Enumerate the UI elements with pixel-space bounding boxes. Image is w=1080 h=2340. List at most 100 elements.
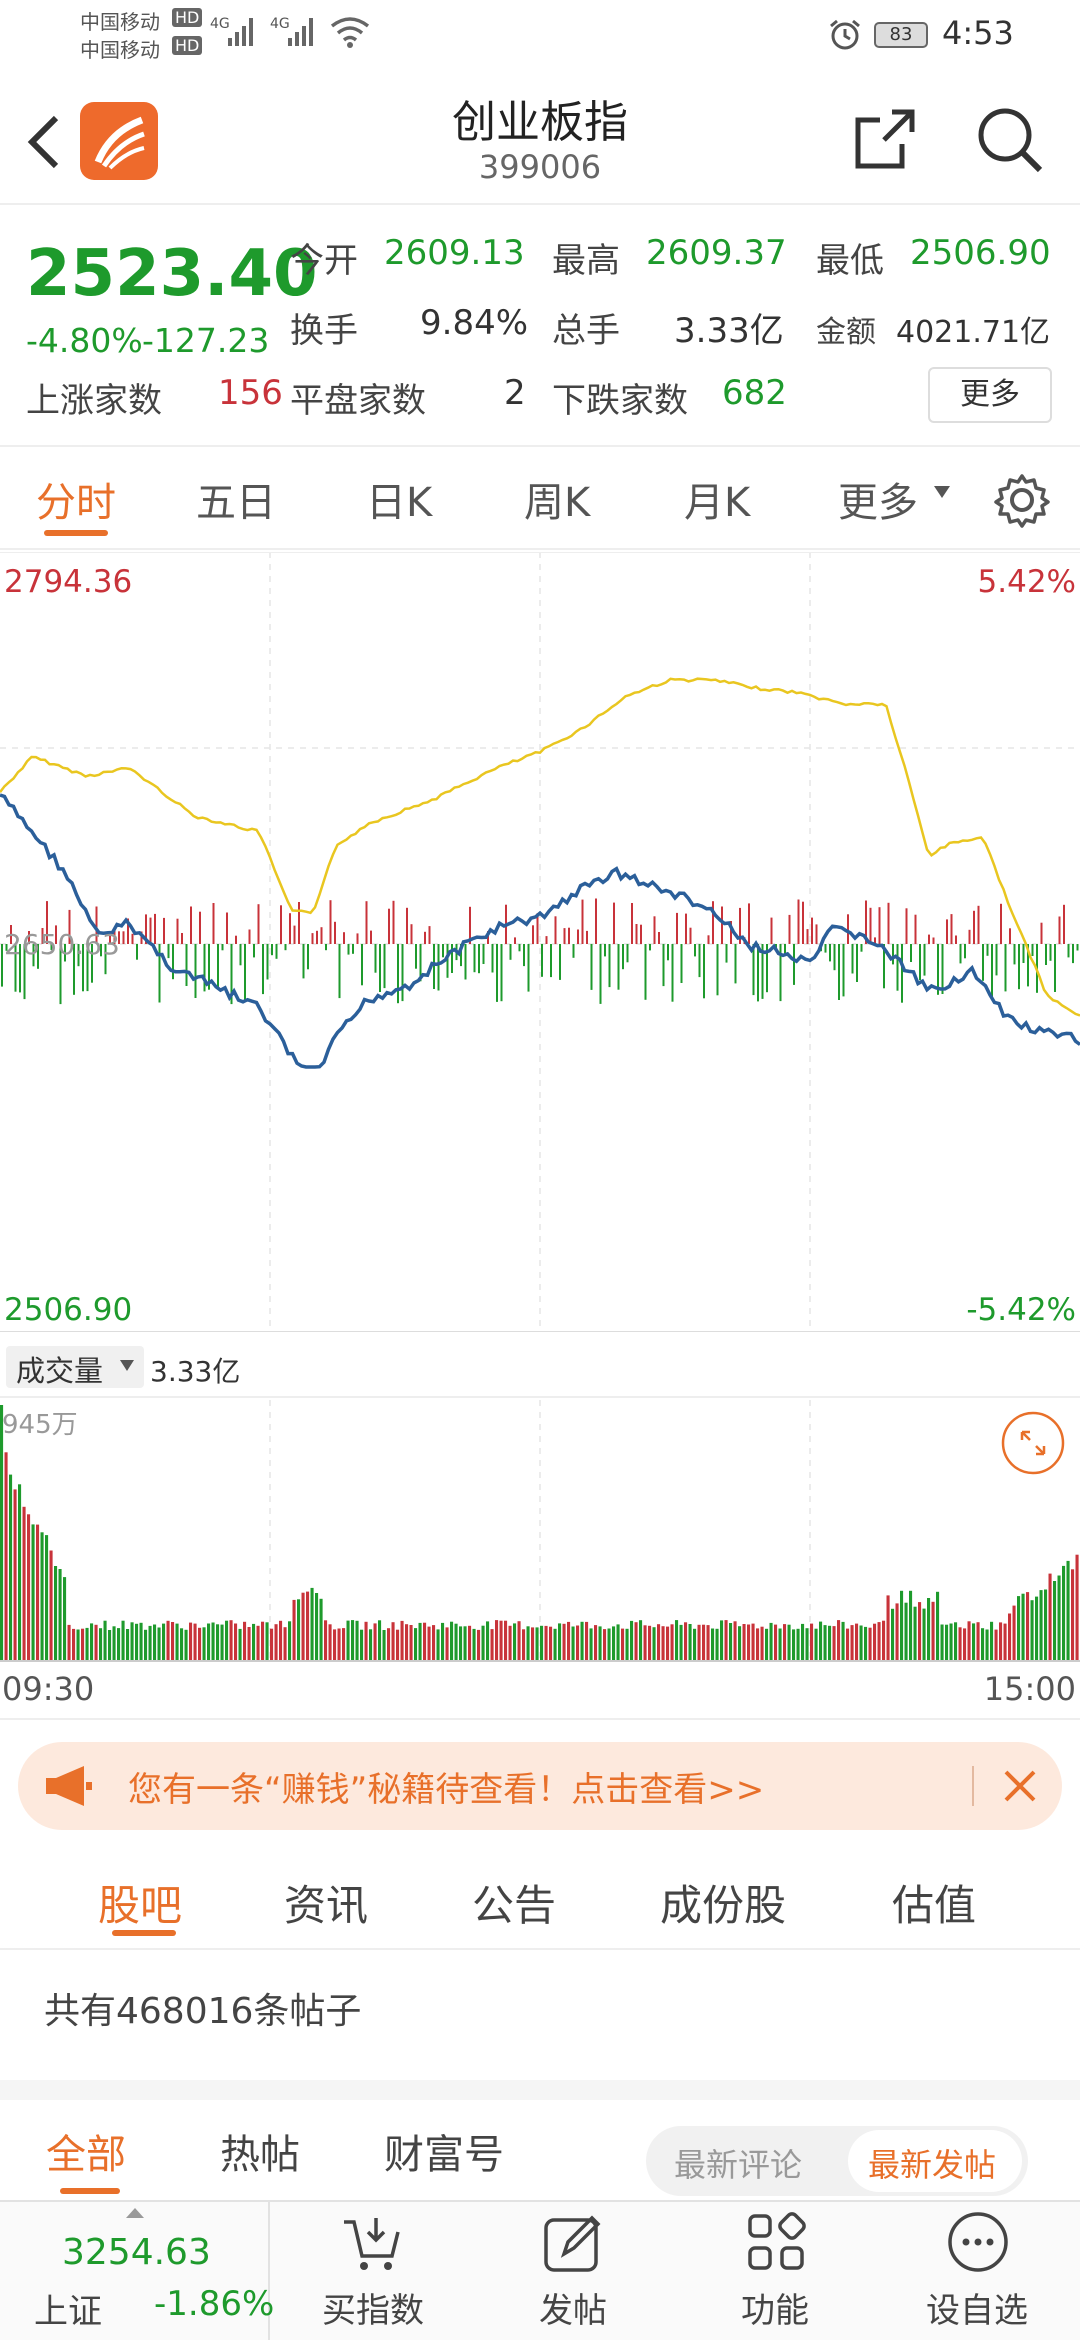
open-label: 今开 — [290, 241, 358, 281]
volume-bar — [85, 1627, 89, 1660]
volume-bar — [283, 1627, 287, 1660]
filter-hot[interactable]: 热帖 — [220, 2132, 300, 2178]
tab-forum[interactable]: 股吧 — [98, 1881, 183, 1930]
filter-fortune[interactable]: 财富号 — [384, 2132, 504, 2178]
expand-icon[interactable] — [1000, 1410, 1066, 1476]
sell-bar — [824, 944, 827, 953]
chart-tabs: 分时 五日 日K 周K 月K 更多 — [0, 450, 1080, 550]
sort-latest-comment[interactable]: 最新评论 — [674, 2146, 803, 2184]
hd-badge-1: HD — [172, 8, 203, 27]
volume-bar — [279, 1620, 283, 1660]
search-icon[interactable] — [974, 104, 1046, 176]
volume-bar — [499, 1620, 503, 1660]
volume-bar — [171, 1622, 175, 1660]
tab-weekly-k[interactable]: 周K — [524, 480, 591, 526]
nav-functions[interactable]: 功能 — [690, 2202, 860, 2340]
volume-total: 3.33亿 — [150, 1355, 241, 1388]
volume-bar — [9, 1474, 13, 1660]
index-ticker[interactable]: 3254.63 上证 -1.86% — [0, 2202, 274, 2340]
volume-bar — [589, 1628, 593, 1660]
intraday-chart[interactable]: 2794.36 2650.63 2506.90 5.42% -5.42% — [0, 552, 1080, 1332]
clock: 4:53 — [942, 14, 1014, 52]
buy-bar — [41, 928, 44, 944]
sort-latest-post[interactable]: 最新发帖 — [868, 2146, 997, 2184]
close-icon[interactable] — [1002, 1768, 1038, 1804]
volume-bar — [1062, 1565, 1066, 1660]
sell-bar — [437, 944, 440, 991]
index-name: 上证 — [34, 2292, 102, 2332]
buy-bar — [406, 907, 408, 944]
volume-bar — [648, 1625, 652, 1660]
volume-bar — [949, 1623, 953, 1660]
y-axis-top: 2794.36 — [4, 564, 133, 600]
tab-intraday[interactable]: 分时 — [36, 480, 116, 526]
promo-banner[interactable]: 您有一条“赚钱”秘籍待查看！点击查看>> — [18, 1742, 1062, 1830]
volume-bar — [504, 1620, 508, 1660]
volume-bar — [369, 1629, 373, 1660]
nav-post[interactable]: 发帖 — [488, 2202, 658, 2340]
volume-bar — [36, 1524, 40, 1660]
nav-buy-index[interactable]: 买指数 — [288, 2202, 458, 2340]
more-button[interactable]: 更多 — [928, 367, 1052, 423]
back-icon[interactable] — [24, 112, 64, 172]
volume-bar — [855, 1623, 859, 1660]
posts-count: 共有468016条帖子 — [44, 1991, 362, 2032]
sell-bar — [856, 944, 858, 982]
volume-bar — [967, 1621, 971, 1660]
up-count-label: 上涨家数 — [26, 381, 162, 421]
volume-bar — [972, 1623, 976, 1660]
tab-valuation[interactable]: 估值 — [892, 1881, 977, 1930]
buy-bar — [815, 924, 818, 944]
volume-bar — [301, 1592, 305, 1660]
sell-bar — [604, 944, 606, 957]
tab-news[interactable]: 资讯 — [284, 1881, 369, 1930]
sell-bar — [496, 944, 498, 1002]
volume-bar — [765, 1628, 769, 1660]
sell-bar — [622, 944, 624, 970]
sell-bar — [892, 944, 894, 965]
filter-all[interactable]: 全部 — [46, 2132, 126, 2178]
sell-bar — [1027, 944, 1029, 987]
buy-bar — [212, 903, 215, 944]
hd-badge-2: HD — [172, 36, 203, 55]
volume-bar — [355, 1620, 359, 1660]
buy-bar — [950, 914, 953, 944]
buy-bar — [581, 899, 584, 944]
volume-bar — [342, 1628, 346, 1660]
volume-bar — [382, 1630, 386, 1660]
nav-watchlist[interactable]: 设自选 — [892, 2202, 1062, 2340]
caret-down-icon — [120, 1360, 134, 1371]
buy-bar — [563, 928, 566, 944]
volume-bar — [1071, 1569, 1075, 1660]
volume-bar — [468, 1625, 472, 1660]
sell-bar — [964, 944, 966, 959]
tab-daily-k[interactable]: 日K — [366, 480, 433, 526]
sell-bar — [698, 944, 701, 978]
buy-bar — [973, 910, 975, 944]
app-logo[interactable] — [80, 102, 158, 180]
intraday-chart-svg — [0, 552, 1080, 1332]
tab-announcements[interactable]: 公告 — [472, 1881, 557, 1930]
gear-icon[interactable] — [994, 472, 1050, 528]
average-price-line — [0, 677, 1080, 1017]
volume-selector[interactable]: 成交量 — [6, 1346, 144, 1388]
tab-more[interactable]: 更多 — [838, 480, 918, 526]
share-icon[interactable] — [852, 106, 918, 172]
volume-bar — [963, 1628, 967, 1660]
sell-bar — [851, 944, 854, 974]
tab-monthly-k[interactable]: 月K — [684, 480, 751, 526]
buy-bar — [181, 933, 183, 944]
tab-constituents[interactable]: 成份股 — [660, 1881, 787, 1930]
volume-bar — [391, 1622, 395, 1660]
sell-bar — [91, 944, 93, 983]
volume-bar — [40, 1532, 44, 1660]
buy-bar — [577, 929, 579, 944]
tab-five-day[interactable]: 五日 — [196, 480, 276, 526]
sell-bar — [347, 944, 350, 955]
time-end: 15:00 — [983, 1670, 1076, 1708]
open-value: 2609.13 — [384, 233, 525, 273]
volume-bar — [378, 1620, 382, 1660]
volume-bar — [256, 1625, 260, 1660]
volume-chart[interactable]: 945万 — [0, 1400, 1080, 1662]
buy-bar — [968, 929, 971, 944]
